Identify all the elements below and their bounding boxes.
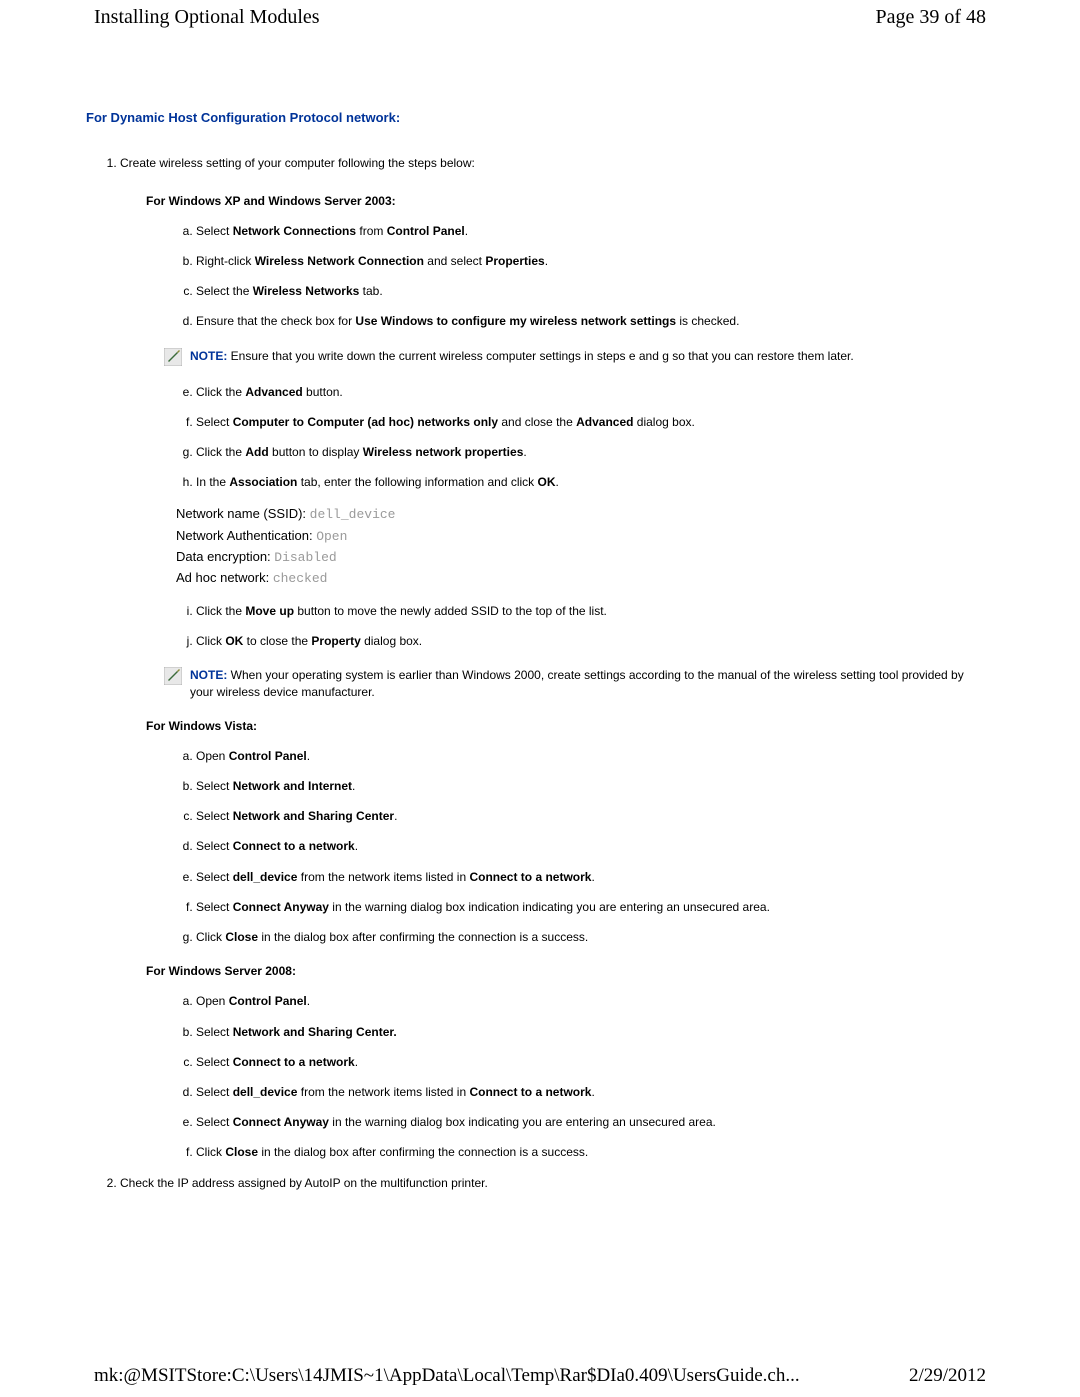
vista-heading: For Windows Vista:: [146, 718, 986, 734]
ws2008-step-f: Click Close in the dialog box after conf…: [196, 1144, 986, 1160]
step1-text: Create wireless setting of your computer…: [120, 156, 475, 170]
ws2008-step-a: Open Control Panel.: [196, 993, 986, 1009]
vista-step-e: Select dell_device from the network item…: [196, 869, 986, 885]
ws2008-heading: For Windows Server 2008:: [146, 963, 986, 979]
xp-step-f: Select Computer to Computer (ad hoc) net…: [196, 414, 986, 430]
xp-step-c: Select the Wireless Networks tab.: [196, 283, 986, 299]
network-settings: Network name (SSID): dell_device Network…: [176, 504, 986, 589]
ws2008-step-c: Select Connect to a network.: [196, 1054, 986, 1070]
note-2: NOTE: When your operating system is earl…: [190, 667, 986, 699]
page-title: Installing Optional Modules: [94, 6, 320, 29]
xp-step-d: Ensure that the check box for Use Window…: [196, 313, 986, 329]
vista-step-d: Select Connect to a network.: [196, 838, 986, 854]
xp-step-j: Click OK to close the Property dialog bo…: [196, 633, 986, 649]
vista-step-f: Select Connect Anyway in the warning dia…: [196, 899, 986, 915]
ws2008-step-b: Select Network and Sharing Center.: [196, 1024, 986, 1040]
vista-step-g: Click Close in the dialog box after conf…: [196, 929, 986, 945]
xp-step-g: Click the Add button to display Wireless…: [196, 444, 986, 460]
step-2: Check the IP address assigned by AutoIP …: [120, 1175, 986, 1191]
page-number: Page 39 of 48: [875, 6, 986, 29]
vista-step-a: Open Control Panel.: [196, 748, 986, 764]
ws2008-step-e: Select Connect Anyway in the warning dia…: [196, 1114, 986, 1130]
note-1: NOTE: Ensure that you write down the cur…: [190, 348, 854, 364]
footer-path: mk:@MSITStore:C:\Users\14JMIS~1\AppData\…: [94, 1365, 800, 1387]
ws2008-step-d: Select dell_device from the network item…: [196, 1084, 986, 1100]
footer-date: 2/29/2012: [909, 1365, 986, 1387]
xp-heading: For Windows XP and Windows Server 2003:: [146, 193, 986, 209]
xp-step-i: Click the Move up button to move the new…: [196, 603, 986, 619]
note-icon: [164, 348, 182, 366]
vista-step-b: Select Network and Internet.: [196, 778, 986, 794]
vista-step-c: Select Network and Sharing Center.: [196, 808, 986, 824]
step-1: Create wireless setting of your computer…: [120, 155, 986, 1161]
note-icon: [164, 667, 182, 685]
xp-step-b: Right-click Wireless Network Connection …: [196, 253, 986, 269]
xp-step-a: Select Network Connections from Control …: [196, 223, 986, 239]
xp-step-h: In the Association tab, enter the follow…: [196, 474, 986, 490]
section-heading: For Dynamic Host Configuration Protocol …: [86, 109, 986, 127]
xp-step-e: Click the Advanced button.: [196, 384, 986, 400]
